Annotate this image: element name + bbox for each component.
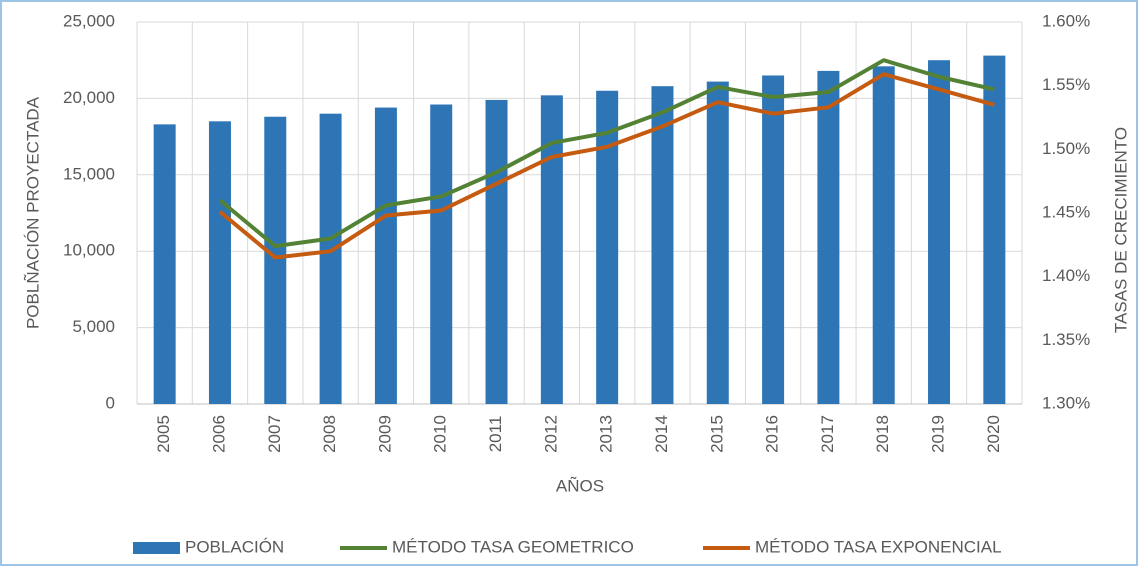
bar: [485, 99, 508, 404]
bar: [596, 90, 619, 404]
bar: [153, 124, 176, 404]
bar: [208, 121, 231, 404]
y-tick-label: 25,000: [63, 11, 115, 30]
x-tick-label: 2013: [597, 415, 616, 453]
y-tick-label: 0: [106, 393, 115, 412]
y2-tick-label: 1.55%: [1042, 75, 1090, 94]
x-tick-label: 2020: [984, 415, 1003, 453]
legend-label: POBLACIÓN: [185, 537, 284, 556]
legend-label: MÉTODO TASA GEOMETRICO: [392, 537, 634, 556]
y-tick-label: 15,000: [63, 164, 115, 183]
x-tick-label: 2014: [652, 415, 671, 453]
bar: [264, 116, 287, 405]
legend-label: MÉTODO TASA EXPONENCIAL: [755, 537, 1002, 556]
line: [218, 72, 995, 260]
y2-tick-label: 1.50%: [1042, 139, 1090, 158]
y2-tick-label: 1.40%: [1042, 266, 1090, 285]
x-tick-label: 2012: [541, 415, 560, 453]
y-tick-label: 5,000: [72, 317, 115, 336]
y2-axis-title: TASAS DE CRECIMIENTO: [1111, 127, 1130, 333]
bar: [706, 81, 729, 404]
x-tick-label: 2018: [873, 415, 892, 453]
y2-tick-label: 1.35%: [1042, 330, 1090, 349]
bar: [430, 104, 453, 405]
bar: [928, 60, 951, 404]
line: [218, 58, 995, 249]
y-tick-label: 20,000: [63, 88, 115, 107]
x-axis-title: AÑOS: [556, 476, 604, 495]
y2-tick-label: 1.30%: [1042, 393, 1090, 412]
bar: [651, 86, 674, 405]
bar: [872, 66, 895, 404]
bar: [319, 113, 342, 405]
x-tick-label: 2007: [265, 415, 284, 453]
x-tick-label: 2011: [486, 416, 505, 453]
bar: [762, 75, 785, 404]
x-tick-label: 2015: [707, 415, 726, 453]
y-axis-title: POBLÑACIÓN PROYECTADA: [23, 96, 42, 329]
legend-swatch: [133, 542, 180, 554]
x-tick-label: 2017: [818, 415, 837, 453]
bar: [817, 70, 840, 405]
x-tick-label: 2019: [929, 415, 948, 453]
y2-tick-label: 1.60%: [1042, 11, 1090, 30]
x-tick-label: 2010: [431, 415, 450, 453]
y2-tick-label: 1.45%: [1042, 202, 1090, 221]
x-tick-label: 2016: [763, 415, 782, 453]
x-tick-label: 2006: [209, 415, 228, 453]
bar: [374, 107, 397, 405]
y-tick-label: 10,000: [63, 241, 115, 260]
x-tick-label: 2005: [154, 415, 173, 453]
bar: [540, 95, 563, 405]
bar: [983, 55, 1006, 405]
x-tick-label: 2009: [375, 415, 394, 453]
x-tick-label: 2008: [320, 415, 339, 453]
